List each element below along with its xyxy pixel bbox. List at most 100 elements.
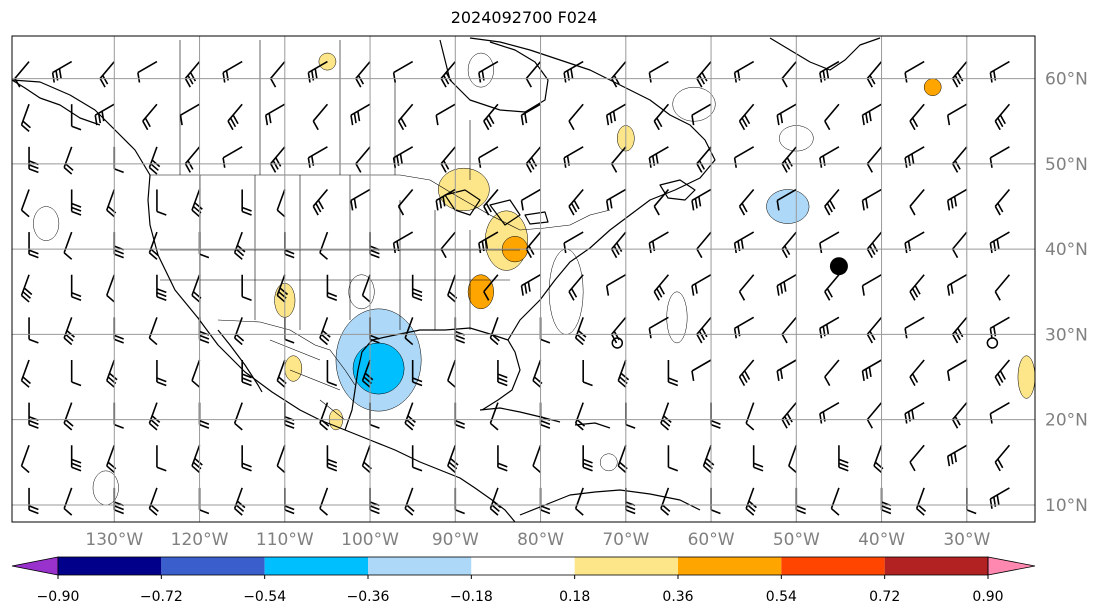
barb-feather xyxy=(698,330,706,341)
wind-barb xyxy=(227,103,243,131)
anomaly-region xyxy=(766,189,810,224)
barb-feather xyxy=(705,457,715,466)
barb-feather xyxy=(951,78,959,88)
barb-feather xyxy=(449,457,459,466)
barb-feather xyxy=(656,288,663,298)
wind-barb xyxy=(946,103,968,126)
barb-feather xyxy=(114,168,124,174)
barb-feather xyxy=(114,423,124,429)
barb-feather xyxy=(369,509,380,515)
barb-feather xyxy=(694,198,698,209)
barb-feather xyxy=(71,292,82,298)
wind-barb xyxy=(904,316,925,339)
wind-barb xyxy=(222,146,243,168)
barb-feather xyxy=(369,249,380,255)
barb-feather xyxy=(950,283,954,294)
wind-barb xyxy=(653,103,670,131)
wind-barb xyxy=(617,359,630,388)
barb-feather xyxy=(524,283,528,294)
barb-feather xyxy=(911,409,915,420)
wind-barb xyxy=(350,188,371,211)
barb-feather xyxy=(824,376,831,386)
barb-feather xyxy=(443,160,450,170)
barb-feather xyxy=(911,117,919,128)
wind-barb xyxy=(696,146,712,173)
wind-barb xyxy=(411,445,423,472)
barb-staff xyxy=(648,316,669,330)
wind-barb xyxy=(312,103,329,131)
barb-feather xyxy=(824,205,831,216)
wind-barb xyxy=(191,189,203,218)
lat-tick-label: 10°N xyxy=(1045,496,1088,516)
barb-feather xyxy=(824,120,831,131)
barb-feather xyxy=(575,507,584,516)
barb-feather xyxy=(738,120,746,131)
barb-feather xyxy=(520,200,524,211)
barb-feather xyxy=(525,78,532,88)
barb-staff xyxy=(947,359,968,372)
barb-staff xyxy=(734,146,755,159)
barb-feather xyxy=(648,242,652,254)
barb-feather xyxy=(819,242,823,254)
barb-feather xyxy=(781,333,788,344)
barb-staff xyxy=(691,359,712,372)
wind-barb xyxy=(440,231,456,259)
barb-feather xyxy=(776,115,780,126)
barb-feather xyxy=(455,509,465,515)
wind-barb xyxy=(70,445,82,472)
barb-feather xyxy=(781,419,788,429)
barb-feather xyxy=(819,413,823,424)
barb-staff xyxy=(137,60,158,74)
barb-feather xyxy=(364,372,374,381)
barb-feather xyxy=(106,465,115,474)
barb-feather xyxy=(868,366,872,378)
wind-barb xyxy=(411,274,423,302)
colorbar-segment xyxy=(574,557,678,575)
barb-feather xyxy=(150,248,159,257)
barb-staff xyxy=(824,103,840,122)
barb-feather xyxy=(617,465,627,474)
barb-feather xyxy=(114,338,124,344)
wind-barb xyxy=(20,444,30,474)
wind-barb xyxy=(866,231,883,259)
lat-tick-label: 60°N xyxy=(1045,70,1088,90)
wind-barb xyxy=(361,359,374,388)
latitude-labels: 10°N 20°N 30°N 40°N 50°N 60°N xyxy=(1045,70,1088,516)
barb-feather xyxy=(397,120,405,131)
wind-barb xyxy=(392,60,414,83)
barb-feather xyxy=(573,199,580,210)
barb-feather xyxy=(222,72,226,83)
barb-feather xyxy=(392,242,397,254)
barb-feather xyxy=(917,504,927,512)
wind-barb xyxy=(605,103,627,126)
barb-feather xyxy=(605,200,610,211)
barb-feather xyxy=(748,500,757,509)
greenland-coast xyxy=(769,37,881,71)
barb-feather xyxy=(284,249,295,255)
barb-feather xyxy=(865,113,869,124)
barb-feather xyxy=(268,113,272,124)
colorbar-segment xyxy=(264,557,368,575)
wind-barb xyxy=(994,444,1011,472)
hudson-bay xyxy=(439,39,549,113)
wind-barb xyxy=(179,103,200,126)
barb-feather xyxy=(691,200,695,211)
barb-feather xyxy=(435,200,439,211)
wind-barb xyxy=(776,103,797,126)
barb-feather xyxy=(866,333,873,344)
barb-feather xyxy=(866,78,873,88)
barb-feather xyxy=(796,505,806,511)
barb-feather xyxy=(605,285,610,296)
barb-feather xyxy=(137,72,141,83)
barb-feather xyxy=(648,157,652,168)
wind-barb xyxy=(610,61,627,88)
barb-staff xyxy=(904,60,925,74)
wind-barb xyxy=(269,61,286,88)
barb-feather xyxy=(625,509,636,515)
barb-feather xyxy=(743,114,751,125)
barb-feather xyxy=(540,338,551,344)
barb-feather xyxy=(156,377,167,383)
barb-staff xyxy=(397,188,414,207)
south-america-coast xyxy=(519,489,701,516)
barb-feather xyxy=(114,334,124,340)
